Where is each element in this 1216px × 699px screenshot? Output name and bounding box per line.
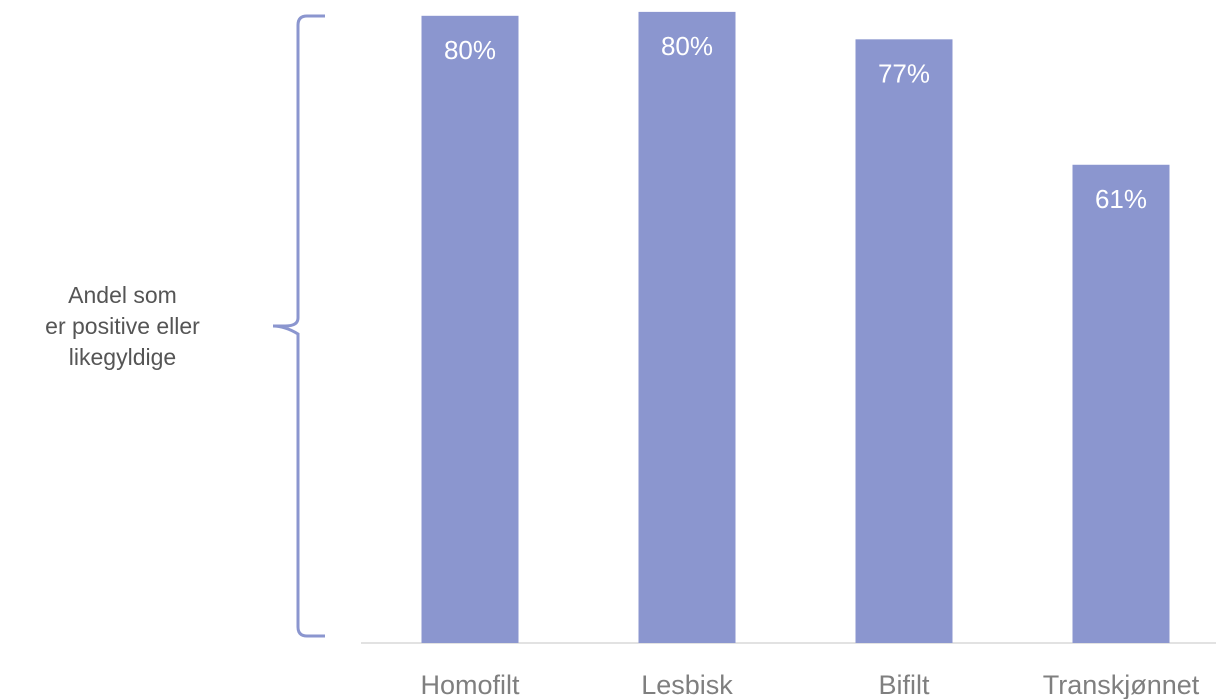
category-label-transkjønnet: Transkjønnet <box>1043 670 1200 699</box>
value-label-transkjønnet: 61% <box>1095 184 1147 214</box>
category-label-homofilt: Homofilt <box>420 670 520 699</box>
bars-group <box>421 11 1170 644</box>
category-label-lesbisk: Lesbisk <box>641 670 733 699</box>
bracket-label-line-3: likegyldige <box>68 344 177 370</box>
bar-transkjønnet <box>1072 164 1170 643</box>
bar-homofilt <box>421 15 519 644</box>
category-labels-group: Homofilt Lesbisk Bifilt Transkjønnet <box>420 670 1199 699</box>
bracket-label-line-1: Andel som <box>68 282 177 308</box>
bracket-label: Andel som er positive eller likegyldige <box>0 280 245 373</box>
value-label-bifilt: 77% <box>878 58 930 88</box>
category-label-bifilt: Bifilt <box>878 670 930 699</box>
value-labels-group: 80% 80% 77% 61% <box>444 31 1147 214</box>
value-label-lesbisk: 80% <box>661 31 713 61</box>
bar-bifilt <box>855 39 953 643</box>
bar-lesbisk <box>638 11 736 643</box>
value-label-homofilt: 80% <box>444 35 496 65</box>
bracket-label-line-2: er positive eller <box>45 313 200 339</box>
bracket <box>272 14 325 638</box>
